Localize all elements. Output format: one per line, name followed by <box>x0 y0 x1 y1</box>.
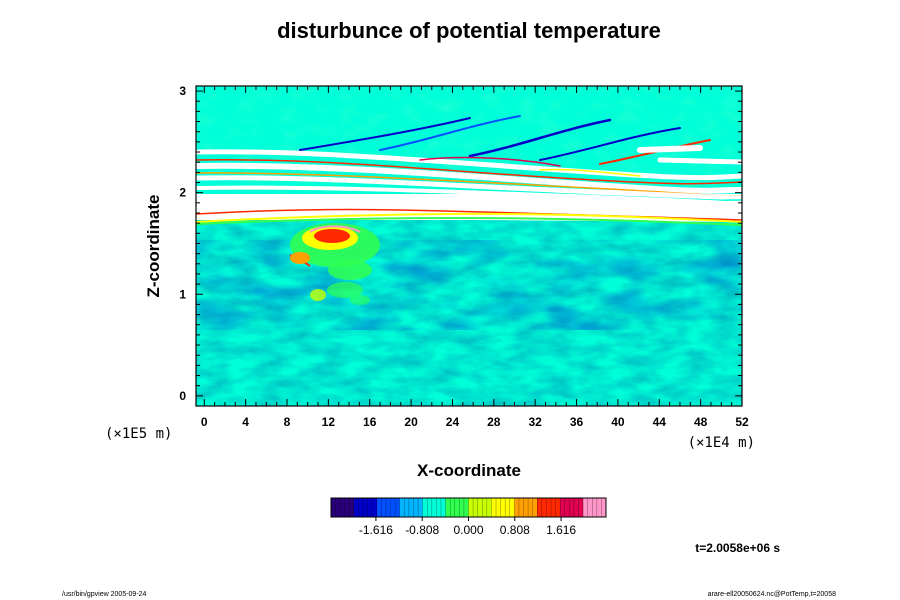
x-tick-label: 28 <box>487 415 501 429</box>
x-axis-title: X-coordinate <box>417 461 521 480</box>
colorbar-tick-label: 1.616 <box>546 523 576 537</box>
colorbar-tick-label: 0.808 <box>500 523 530 537</box>
x-tick-label: 8 <box>284 415 291 429</box>
x-axis-ticks: 0 4 8 12 16 20 24 28 32 36 40 44 48 52 <box>201 86 749 429</box>
x-tick-label: 44 <box>653 415 667 429</box>
colorbar-ticks: -1.616 -0.808 0.000 0.808 1.616 <box>359 517 576 537</box>
colorbar-level-lines <box>335 498 602 517</box>
y-axis-unit: (×1E5 m) <box>105 426 172 442</box>
footer-right-note: arare-ell20050624.nc@PotTemp,t=20058 <box>708 591 836 598</box>
y-axis-ticks: 0 1 2 3 <box>179 84 742 403</box>
chart-title: disturbunce of potential temperature <box>277 18 661 43</box>
x-tick-label: 48 <box>694 415 708 429</box>
x-tick-label: 16 <box>363 415 377 429</box>
x-tick-label: 4 <box>242 415 249 429</box>
field-texture-dark <box>196 240 742 330</box>
x-axis-unit: (×1E4 m) <box>688 435 755 451</box>
plot-frame <box>195 85 743 407</box>
colorbar-tick-label: -1.616 <box>359 523 393 537</box>
y-tick-label: 0 <box>179 389 186 403</box>
x-tick-label: 24 <box>446 415 460 429</box>
y-tick-label: 3 <box>179 84 186 98</box>
time-label: t=2.0058e+06 s <box>695 541 780 555</box>
x-tick-label: 36 <box>570 415 584 429</box>
y-tick-label: 2 <box>179 186 186 200</box>
convective-plume <box>289 223 380 305</box>
x-tick-label: 20 <box>404 415 418 429</box>
x-tick-label: 12 <box>322 415 336 429</box>
x-tick-label: 52 <box>735 415 749 429</box>
footer-left-note: /usr/bin/gpview 2005-09-24 <box>62 591 147 598</box>
x-tick-label: 0 <box>201 415 208 429</box>
colorbar-tick-label: -0.808 <box>405 523 439 537</box>
wave-streaks <box>196 115 742 206</box>
heatmap-field <box>196 86 742 406</box>
x-tick-label: 40 <box>611 415 625 429</box>
colorbar-tick-label: 0.000 <box>453 523 483 537</box>
y-axis-title: Z-coordinate <box>144 195 163 298</box>
y-tick-label: 1 <box>179 287 186 301</box>
x-tick-label: 32 <box>529 415 543 429</box>
